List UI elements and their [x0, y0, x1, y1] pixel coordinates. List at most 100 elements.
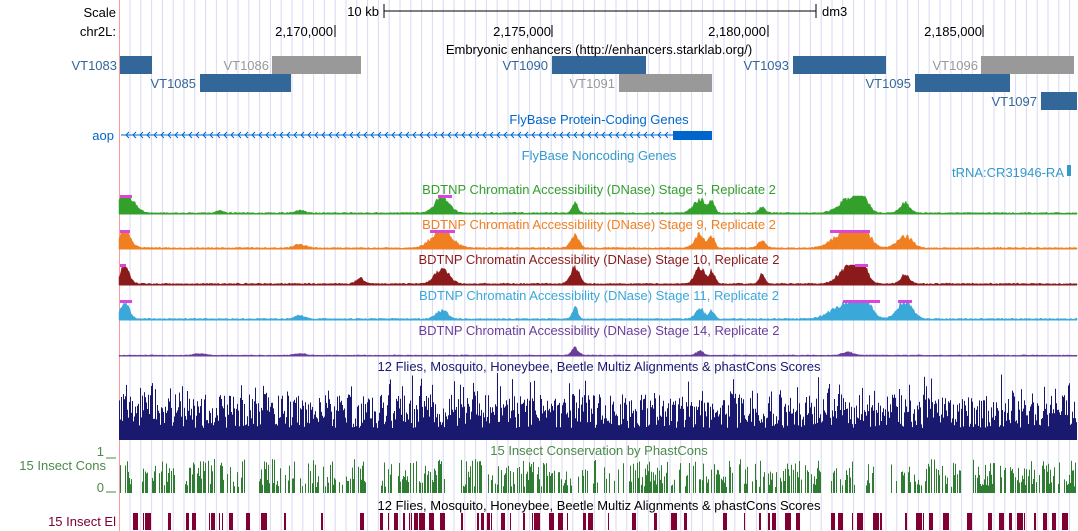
conserved-element[interactable] — [999, 513, 1004, 530]
conserved-element[interactable] — [523, 513, 525, 530]
enhancer-block[interactable] — [793, 56, 886, 74]
conserved-element[interactable] — [929, 513, 933, 530]
conserved-element[interactable] — [477, 513, 479, 530]
conserved-element[interactable] — [403, 513, 405, 530]
conserved-element[interactable] — [143, 513, 144, 530]
dnase-stage11-title[interactable]: BDTNP Chromatin Accessibility (DNase) St… — [418, 288, 780, 303]
conserved-element[interactable] — [988, 513, 992, 530]
conserved-element[interactable] — [608, 513, 609, 530]
enhancer-block[interactable] — [120, 56, 152, 74]
phastcons-track[interactable] — [106, 457, 1076, 493]
conserved-element[interactable] — [549, 513, 554, 530]
conserved-element[interactable] — [684, 513, 687, 530]
genes-track[interactable] — [121, 131, 1071, 176]
conserved-element[interactable] — [558, 513, 563, 530]
conserved-element[interactable] — [481, 513, 484, 530]
conserved-element[interactable] — [229, 513, 233, 530]
conserved-element[interactable] — [360, 513, 364, 530]
conserved-element[interactable] — [168, 513, 171, 530]
conserved-element[interactable] — [321, 513, 323, 530]
enhancer-label-vt1090[interactable]: VT1090 — [502, 58, 548, 73]
conserved-element[interactable] — [671, 513, 677, 530]
conserved-element[interactable] — [838, 513, 843, 530]
conserved-element[interactable] — [261, 513, 267, 530]
conserved-element[interactable] — [723, 513, 727, 530]
conserved-element[interactable] — [186, 513, 189, 530]
conserved-element[interactable] — [1034, 513, 1036, 530]
conserved-element[interactable] — [1009, 513, 1012, 530]
dnase-stage14-title[interactable]: BDTNP Chromatin Accessibility (DNase) St… — [418, 323, 780, 338]
conserved-element[interactable] — [414, 513, 418, 530]
phastcons-side-label[interactable]: 15 Insect Cons — [19, 458, 106, 473]
enhancer-label-vt1095[interactable]: VT1095 — [865, 76, 911, 91]
dnase-signal[interactable] — [118, 346, 1078, 357]
multiz-track[interactable] — [119, 373, 1077, 440]
enhancer-block[interactable] — [915, 74, 1010, 92]
noncoding-gene-block[interactable] — [1067, 165, 1071, 176]
conserved-element[interactable] — [654, 513, 657, 530]
conserved-element[interactable] — [1043, 513, 1047, 530]
conserved-elements-track[interactable] — [133, 513, 1068, 530]
dnase-stage5-title[interactable]: BDTNP Chromatin Accessibility (DNase) St… — [422, 182, 776, 197]
enhancers-track[interactable] — [120, 56, 1077, 110]
conserved-element[interactable] — [857, 513, 863, 530]
conserved-element[interactable] — [880, 513, 882, 530]
conserved-element[interactable] — [1062, 513, 1068, 530]
dnase-stage9-title[interactable]: BDTNP Chromatin Accessibility (DNase) St… — [422, 217, 776, 232]
noncoding-genes-track-title[interactable]: FlyBase Noncoding Genes — [521, 148, 677, 163]
conserved-element[interactable] — [211, 513, 215, 530]
elements-side-label[interactable]: 15 Insect El — [48, 514, 116, 529]
conserved-element[interactable] — [1052, 513, 1056, 530]
conserved-element[interactable] — [222, 513, 223, 530]
conserved-element[interactable] — [411, 513, 412, 530]
conserved-element[interactable] — [534, 513, 540, 530]
coding-genes-track-title[interactable]: FlyBase Protein-Coding Genes — [509, 112, 689, 127]
conserved-element[interactable] — [905, 513, 907, 530]
conserved-element[interactable] — [744, 513, 745, 530]
conserved-element[interactable] — [192, 513, 196, 530]
enhancer-block[interactable] — [981, 56, 1074, 74]
conserved-element[interactable] — [209, 513, 210, 530]
conserved-element[interactable] — [567, 513, 568, 530]
dnase-tracks[interactable] — [118, 195, 1078, 357]
enhancer-label-vt1091[interactable]: VT1091 — [569, 76, 615, 91]
enhancer-label-vt1093[interactable]: VT1093 — [743, 58, 789, 73]
dnase-signal[interactable] — [118, 264, 1078, 286]
conserved-element[interactable] — [440, 513, 445, 530]
enhancer-label-vt1086[interactable]: VT1086 — [223, 58, 269, 73]
enhancers-track-title[interactable]: Embryonic enhancers (http://enhancers.st… — [445, 42, 753, 57]
enhancer-label-vt1085[interactable]: VT1085 — [150, 76, 196, 91]
conserved-element[interactable] — [133, 513, 138, 530]
noncoding-gene-label[interactable]: tRNA:CR31946-RA — [952, 165, 1064, 180]
conserved-element[interactable] — [588, 513, 593, 530]
elements-track-title[interactable]: 12 Flies, Mosquito, Honeybee, Beetle Mul… — [377, 498, 821, 513]
conserved-element[interactable] — [219, 513, 220, 530]
conserved-element[interactable] — [145, 513, 151, 530]
conserved-element[interactable] — [419, 513, 425, 530]
conserved-element[interactable] — [429, 513, 434, 530]
enhancer-block[interactable] — [272, 56, 361, 74]
dnase-signal[interactable] — [118, 195, 1078, 215]
dnase-signal[interactable] — [118, 230, 1078, 250]
conserved-element[interactable] — [461, 513, 463, 530]
dnase-stage10-title[interactable]: BDTNP Chromatin Accessibility (DNase) St… — [418, 252, 780, 267]
conserved-element[interactable] — [852, 513, 853, 530]
enhancer-label-vt1083[interactable]: VT1083 — [71, 58, 117, 73]
conserved-element[interactable] — [923, 513, 924, 530]
conserved-element[interactable] — [510, 513, 511, 530]
conserved-element[interactable] — [380, 513, 383, 530]
conserved-element[interactable] — [768, 513, 770, 530]
dnase-signal[interactable] — [118, 300, 1078, 321]
conserved-element[interactable] — [284, 513, 286, 530]
phastcons-track-title[interactable]: 15 Insect Conservation by PhastCons — [490, 443, 708, 458]
conserved-element[interactable] — [873, 513, 879, 530]
conserved-element[interactable] — [487, 513, 490, 530]
phastcons-score-bars[interactable] — [120, 459, 1076, 493]
conserved-element[interactable] — [532, 513, 533, 530]
multiz-track-title[interactable]: 12 Flies, Mosquito, Honeybee, Beetle Mul… — [377, 359, 821, 374]
gene-aop-exon[interactable] — [673, 131, 712, 140]
conserved-element[interactable] — [1024, 513, 1025, 530]
conserved-element[interactable] — [583, 513, 586, 530]
